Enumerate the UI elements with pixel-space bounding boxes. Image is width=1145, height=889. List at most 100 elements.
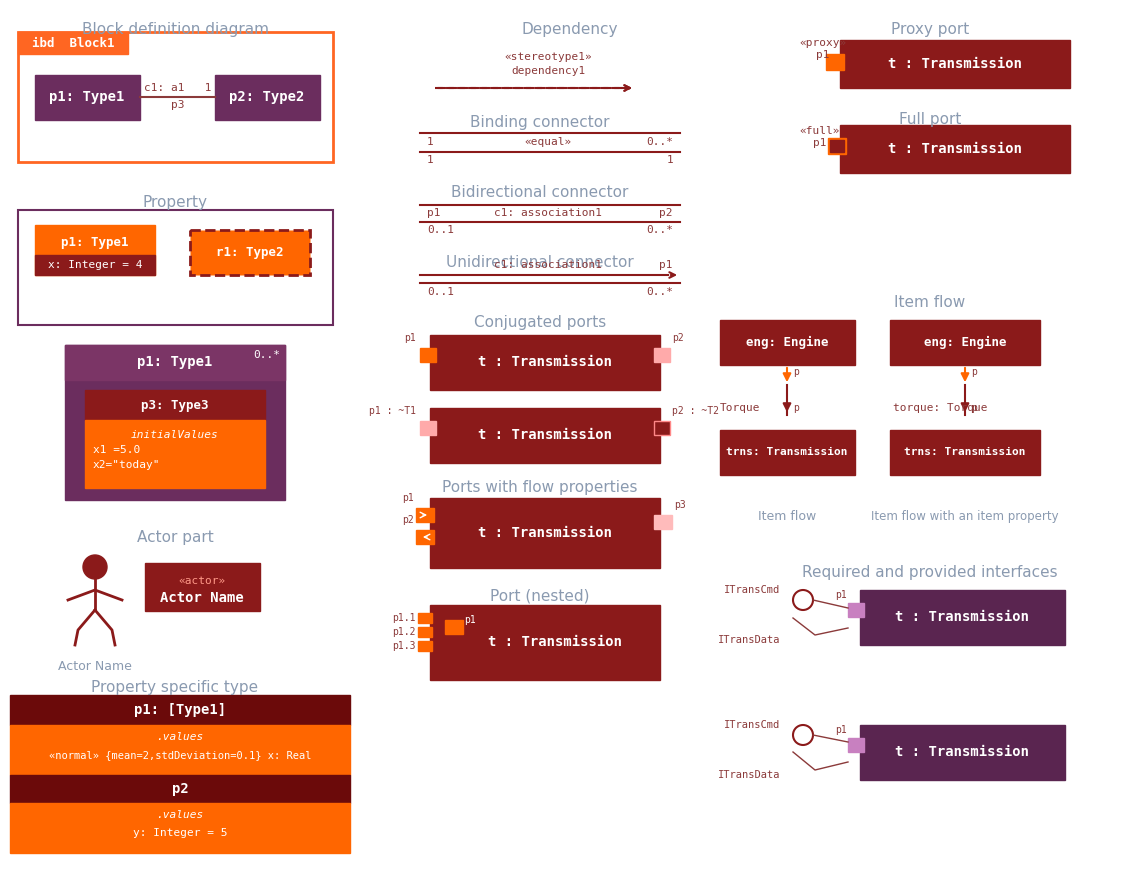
Text: Item flow: Item flow — [758, 510, 816, 523]
Text: «equal»: «equal» — [524, 137, 571, 147]
Text: Required and provided interfaces: Required and provided interfaces — [803, 565, 1058, 580]
Text: Item flow: Item flow — [894, 295, 965, 310]
Text: t : Transmission: t : Transmission — [889, 57, 1022, 71]
FancyBboxPatch shape — [35, 75, 140, 120]
Text: Conjugated ports: Conjugated ports — [474, 315, 606, 330]
Text: p: p — [793, 403, 799, 413]
FancyBboxPatch shape — [890, 320, 1040, 365]
Text: Actor part: Actor part — [136, 530, 213, 545]
FancyBboxPatch shape — [840, 40, 1069, 88]
FancyBboxPatch shape — [85, 420, 264, 488]
Text: x: Integer = 4: x: Integer = 4 — [48, 260, 142, 270]
FancyBboxPatch shape — [828, 138, 846, 154]
Text: t : Transmission: t : Transmission — [889, 142, 1022, 156]
Text: 0..*: 0..* — [646, 287, 673, 297]
Text: r1: Type2: r1: Type2 — [216, 245, 284, 259]
FancyBboxPatch shape — [826, 54, 844, 70]
Text: 1: 1 — [666, 155, 673, 165]
Text: Proxy port: Proxy port — [891, 22, 969, 37]
Text: p2: p2 — [660, 208, 673, 218]
Text: Ports with flow properties: Ports with flow properties — [442, 480, 638, 495]
Text: p1: p1 — [464, 615, 476, 625]
Text: p1: p1 — [660, 260, 673, 270]
FancyBboxPatch shape — [420, 421, 436, 435]
Text: p1: [Type1]: p1: [Type1] — [134, 703, 226, 717]
Text: p1.2: p1.2 — [393, 627, 416, 637]
Text: p: p — [971, 403, 977, 413]
FancyBboxPatch shape — [65, 345, 285, 500]
Text: 0..*: 0..* — [646, 137, 673, 147]
FancyBboxPatch shape — [860, 590, 1065, 645]
Text: p2: Type2: p2: Type2 — [229, 90, 305, 104]
FancyBboxPatch shape — [190, 230, 310, 275]
Text: p1: Type1: p1: Type1 — [61, 236, 128, 249]
Text: «stereotype1»: «stereotype1» — [504, 52, 592, 62]
Text: t : Transmission: t : Transmission — [488, 635, 622, 649]
Text: x1 =5.0: x1 =5.0 — [93, 445, 140, 455]
FancyBboxPatch shape — [848, 738, 864, 752]
Text: p1: p1 — [816, 50, 830, 60]
FancyBboxPatch shape — [85, 390, 264, 420]
Text: t : Transmission: t : Transmission — [895, 745, 1029, 759]
Text: ITransData: ITransData — [718, 635, 780, 645]
Text: t : Transmission: t : Transmission — [477, 428, 611, 442]
FancyBboxPatch shape — [18, 210, 333, 325]
FancyBboxPatch shape — [654, 421, 670, 435]
Text: Full port: Full port — [899, 112, 961, 127]
Text: p1: Type1: p1: Type1 — [137, 355, 213, 369]
Text: 0..1: 0..1 — [427, 287, 455, 297]
Text: Item flow with an item property: Item flow with an item property — [871, 510, 1059, 523]
Text: p: p — [793, 367, 799, 377]
Text: c1: a1   1: c1: a1 1 — [144, 83, 212, 93]
Text: trns: Transmission: trns: Transmission — [726, 447, 847, 457]
Text: p3: p3 — [674, 500, 686, 510]
FancyBboxPatch shape — [10, 695, 350, 725]
Text: ibd  Block1: ibd Block1 — [32, 36, 115, 50]
Text: 0..1: 0..1 — [427, 225, 455, 235]
FancyBboxPatch shape — [35, 255, 155, 275]
Text: torque: Torque: torque: Torque — [893, 403, 987, 413]
Text: «normal» {mean=2,stdDeviation=0.1} x: Real: «normal» {mean=2,stdDeviation=0.1} x: Re… — [49, 750, 311, 760]
Text: 1: 1 — [427, 137, 434, 147]
Text: «actor»: «actor» — [179, 576, 226, 586]
Text: Binding connector: Binding connector — [471, 115, 610, 130]
Text: 1: 1 — [427, 155, 434, 165]
Text: Dependency: Dependency — [522, 22, 618, 37]
Text: .values: .values — [157, 732, 204, 742]
Text: p1 : ~T1: p1 : ~T1 — [369, 406, 416, 416]
Text: p1.3: p1.3 — [393, 641, 416, 651]
Text: 0..*: 0..* — [253, 350, 281, 360]
FancyBboxPatch shape — [431, 335, 660, 390]
Circle shape — [793, 590, 813, 610]
FancyBboxPatch shape — [10, 803, 350, 853]
FancyBboxPatch shape — [848, 603, 864, 617]
FancyBboxPatch shape — [720, 320, 855, 365]
Text: Bidirectional connector: Bidirectional connector — [451, 185, 629, 200]
Text: p1.1: p1.1 — [393, 613, 416, 623]
Text: t : Transmission: t : Transmission — [477, 526, 611, 540]
Text: t : Transmission: t : Transmission — [477, 355, 611, 369]
Text: p1: p1 — [402, 493, 414, 503]
Text: .values: .values — [157, 810, 204, 820]
Text: p2: p2 — [672, 333, 684, 343]
Text: ITransData: ITransData — [718, 770, 780, 780]
Text: p1: p1 — [835, 725, 847, 735]
FancyBboxPatch shape — [418, 613, 432, 623]
Text: p2: p2 — [172, 782, 189, 796]
Text: Actor Name: Actor Name — [160, 591, 244, 605]
Text: trns: Transmission: trns: Transmission — [905, 447, 1026, 457]
Text: p2: p2 — [402, 515, 414, 525]
FancyBboxPatch shape — [65, 345, 285, 380]
Text: Property: Property — [142, 195, 207, 210]
Text: p1: Type1: p1: Type1 — [49, 90, 125, 104]
Text: ITransCmd: ITransCmd — [724, 585, 780, 595]
Text: p: p — [971, 367, 977, 377]
Text: «proxy»: «proxy» — [799, 38, 846, 48]
FancyBboxPatch shape — [418, 627, 432, 637]
FancyBboxPatch shape — [860, 725, 1065, 780]
Text: ITransCmd: ITransCmd — [724, 720, 780, 730]
Text: c1: association1: c1: association1 — [493, 260, 602, 270]
Text: 0..*: 0..* — [646, 225, 673, 235]
FancyBboxPatch shape — [35, 225, 155, 275]
FancyBboxPatch shape — [416, 530, 434, 544]
